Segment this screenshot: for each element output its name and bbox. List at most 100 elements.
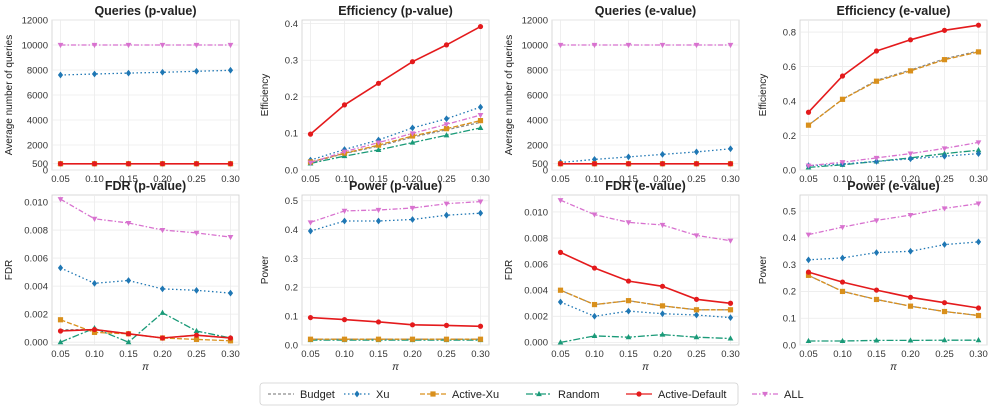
- x-tick-label: 0.05: [301, 349, 320, 360]
- x-tick-label: 0.05: [799, 174, 818, 185]
- data-point: [227, 66, 234, 74]
- data-point: [443, 322, 450, 328]
- data-point: [557, 298, 564, 306]
- panel-5: 0.05 0.10 0.15 0.20 0.25 0.30 0.000 0.002 0.004 0…: [4, 179, 240, 373]
- panel-title: Power (e-value): [847, 179, 939, 193]
- data-point: [693, 307, 700, 313]
- y-tick-label: 0.000: [524, 338, 548, 349]
- data-point: [557, 339, 564, 345]
- data-point: [557, 249, 564, 255]
- data-point: [805, 269, 812, 275]
- data-point: [125, 161, 132, 167]
- data-point: [91, 329, 98, 335]
- data-point: [975, 238, 982, 246]
- data-point: [57, 197, 64, 203]
- data-point: [975, 150, 982, 158]
- x-tick-label: 0.15: [867, 174, 886, 185]
- y-tick-label: 0.010: [524, 207, 548, 218]
- data-point: [477, 124, 484, 131]
- series-active-default: [805, 269, 982, 311]
- data-point: [907, 247, 914, 255]
- data-point: [975, 201, 982, 207]
- data-point: [693, 233, 700, 239]
- legend-label: Random: [558, 389, 600, 401]
- y-tick-label: 0.0: [285, 165, 298, 176]
- data-point: [907, 213, 914, 219]
- x-tick-label: 0.30: [471, 349, 490, 360]
- data-point: [557, 161, 564, 167]
- data-point: [443, 336, 450, 342]
- data-point: [443, 211, 450, 219]
- series-xu: [57, 264, 234, 297]
- data-point: [91, 161, 98, 167]
- data-point: [477, 323, 484, 329]
- series-all: [307, 113, 484, 166]
- data-point: [727, 314, 734, 321]
- data-point: [375, 207, 382, 214]
- y-tick-label: 500: [532, 159, 548, 170]
- y-tick-label: 0.4: [783, 96, 796, 107]
- y-tick-label: 8000: [527, 65, 548, 76]
- series-active-default: [307, 314, 484, 329]
- series-all: [805, 140, 982, 169]
- x-tick-label: 0.10: [335, 349, 354, 360]
- data-point: [477, 118, 484, 124]
- data-point: [193, 286, 200, 294]
- x-tick-label: 0.15: [619, 174, 638, 185]
- x-tick-label: 0.10: [85, 174, 104, 185]
- data-point: [477, 103, 484, 111]
- data-point: [159, 335, 166, 341]
- y-tick-label: 0.3: [285, 56, 298, 67]
- y-tick-label: 0.5: [783, 206, 796, 217]
- data-point: [839, 96, 846, 102]
- series-active-default: [805, 22, 982, 115]
- data-point: [805, 256, 812, 264]
- plot-area: [799, 19, 988, 171]
- data-point: [409, 131, 416, 137]
- x-tick-label: 0.20: [403, 349, 422, 360]
- y-tick-label: 0.002: [24, 309, 48, 320]
- legend-marker: [430, 391, 436, 397]
- series-active-default: [307, 23, 484, 137]
- data-point: [659, 150, 666, 158]
- data-point: [477, 336, 484, 342]
- legend-marker: [762, 391, 768, 398]
- y-tick-label: 0.006: [524, 259, 548, 270]
- y-tick-label: 0: [543, 165, 548, 176]
- data-point: [307, 220, 314, 226]
- legend-marker: [536, 390, 542, 397]
- series-all: [57, 197, 234, 241]
- series-line: [560, 148, 731, 164]
- data-point: [193, 327, 200, 334]
- y-tick-label: 0.0: [285, 340, 298, 351]
- panel-title: Efficiency (e-value): [837, 4, 951, 18]
- y-tick-label: 0.2: [285, 92, 298, 103]
- data-point: [625, 298, 632, 304]
- data-point: [193, 230, 200, 236]
- data-point: [57, 264, 64, 272]
- data-point: [975, 49, 982, 55]
- y-tick-label: 0.4: [285, 19, 298, 30]
- series-active-xu: [557, 287, 734, 313]
- data-point: [193, 336, 200, 342]
- x-axis-label: π: [890, 362, 897, 373]
- data-point: [159, 161, 166, 167]
- data-point: [375, 217, 382, 225]
- x-tick-label: 0.30: [221, 349, 240, 360]
- data-point: [227, 338, 234, 344]
- data-point: [193, 67, 200, 75]
- data-point: [941, 57, 948, 63]
- data-point: [375, 319, 382, 325]
- data-point: [907, 337, 914, 343]
- data-point: [625, 278, 632, 284]
- x-tick-label: 0.20: [653, 174, 672, 185]
- data-point: [839, 288, 846, 295]
- data-point: [159, 309, 166, 315]
- series-random: [557, 331, 734, 345]
- series-line: [808, 241, 979, 261]
- data-point: [159, 42, 166, 49]
- data-point: [409, 124, 416, 132]
- x-tick-label: 0.20: [403, 174, 422, 185]
